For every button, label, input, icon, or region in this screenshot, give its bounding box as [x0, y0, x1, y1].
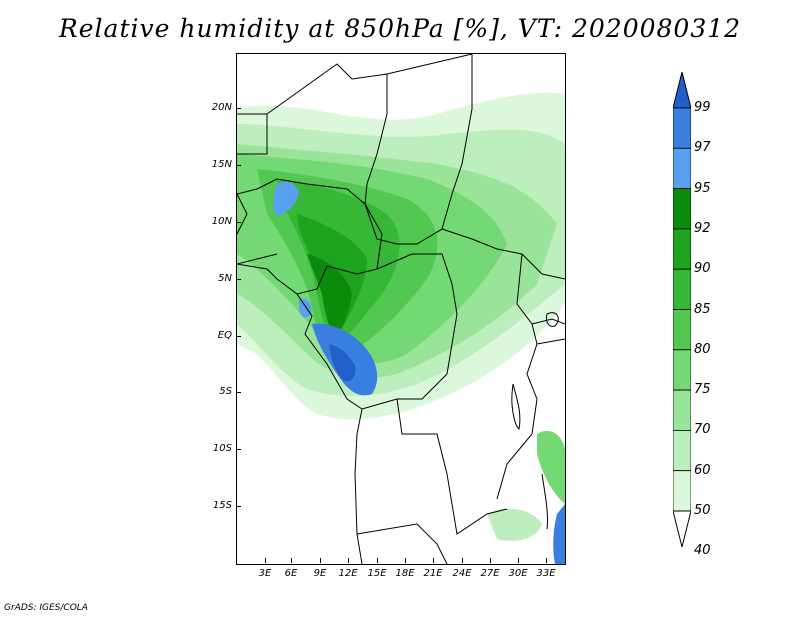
colorbar-label-80: 80 — [694, 341, 711, 357]
lon-tick — [546, 558, 547, 563]
colorbar-segment — [673, 309, 691, 351]
lon-label-30e: 30E — [508, 568, 528, 579]
lon-label-3e: 3E — [258, 568, 272, 579]
lon-tick — [377, 558, 378, 563]
lat-label-10s: 10S — [212, 443, 232, 454]
colorbar-label-60: 60 — [694, 462, 711, 478]
colorbar-segment — [673, 470, 691, 512]
lon-tick — [405, 558, 406, 563]
lon-label-24e: 24E — [452, 568, 472, 579]
lat-label-20n: 20N — [211, 102, 232, 113]
lon-label-21e: 21E — [423, 568, 443, 579]
lon-tick — [265, 558, 266, 563]
lat-tick — [236, 108, 241, 109]
lat-tick — [236, 336, 241, 337]
lon-tick — [348, 558, 349, 563]
lat-label-5n: 5N — [218, 273, 232, 284]
lon-label-33e: 33E — [536, 568, 556, 579]
lon-tick — [462, 558, 463, 563]
lakes — [511, 312, 559, 530]
colorbar-segment — [673, 107, 691, 149]
colorbar-label-70: 70 — [694, 422, 711, 438]
lat-label-15s: 15S — [212, 500, 232, 511]
colorbar-bottom-arrow — [673, 510, 691, 547]
lon-label-6e: 6E — [284, 568, 298, 579]
lon-tick — [490, 558, 491, 563]
lon-label-12e: 12E — [338, 568, 358, 579]
colorbar-segment — [673, 228, 691, 270]
colorbar-label-40: 40 — [694, 543, 711, 559]
colorbar-label-90: 90 — [694, 261, 711, 277]
map-title: Relative humidity at 850hPa [%], VT: 202… — [58, 14, 742, 43]
lat-tick — [236, 222, 241, 223]
humidity-field — [237, 92, 565, 564]
colorbar-label-92: 92 — [694, 220, 711, 236]
lon-tick — [433, 558, 434, 563]
colorbar-label-50: 50 — [694, 503, 711, 518]
lat-tick — [236, 165, 241, 166]
lon-label-18e: 18E — [395, 568, 415, 579]
lat-label-eq: EQ — [217, 330, 232, 341]
lat-label-15n: 15N — [211, 159, 232, 170]
lon-tick — [518, 558, 519, 563]
lat-tick — [236, 506, 241, 507]
lat-tick — [236, 449, 241, 450]
colorbar-segment — [673, 268, 691, 310]
lon-tick — [291, 558, 292, 563]
colorbar-segment — [673, 188, 691, 230]
lon-tick — [320, 558, 321, 563]
colorbar-segment — [673, 429, 691, 472]
lon-label-27e: 27E — [480, 568, 500, 579]
lat-tick — [236, 392, 241, 393]
colorbar-segment — [673, 147, 691, 190]
lat-label-10n: 10N — [211, 216, 232, 227]
colorbar-label-95: 95 — [694, 180, 711, 196]
colorbar-segment — [673, 349, 691, 391]
country-borders — [237, 54, 565, 564]
lat-tick — [236, 279, 241, 280]
humidity-map — [237, 54, 565, 564]
colorbar-top-arrow — [673, 72, 691, 109]
colorbar-label-99: 99 — [694, 100, 711, 115]
lon-label-15e: 15E — [367, 568, 387, 579]
colorbar — [673, 72, 691, 547]
map-frame — [236, 53, 566, 565]
lat-label-5s: 5S — [219, 386, 232, 397]
colorbar-label-85: 85 — [694, 301, 711, 317]
lon-label-9e: 9E — [313, 568, 327, 579]
colorbar-segment — [673, 389, 691, 431]
credit-footer: GrADS: IGES/COLA — [4, 603, 88, 613]
colorbar-label-75: 75 — [694, 382, 711, 398]
colorbar-label-97: 97 — [694, 140, 711, 156]
